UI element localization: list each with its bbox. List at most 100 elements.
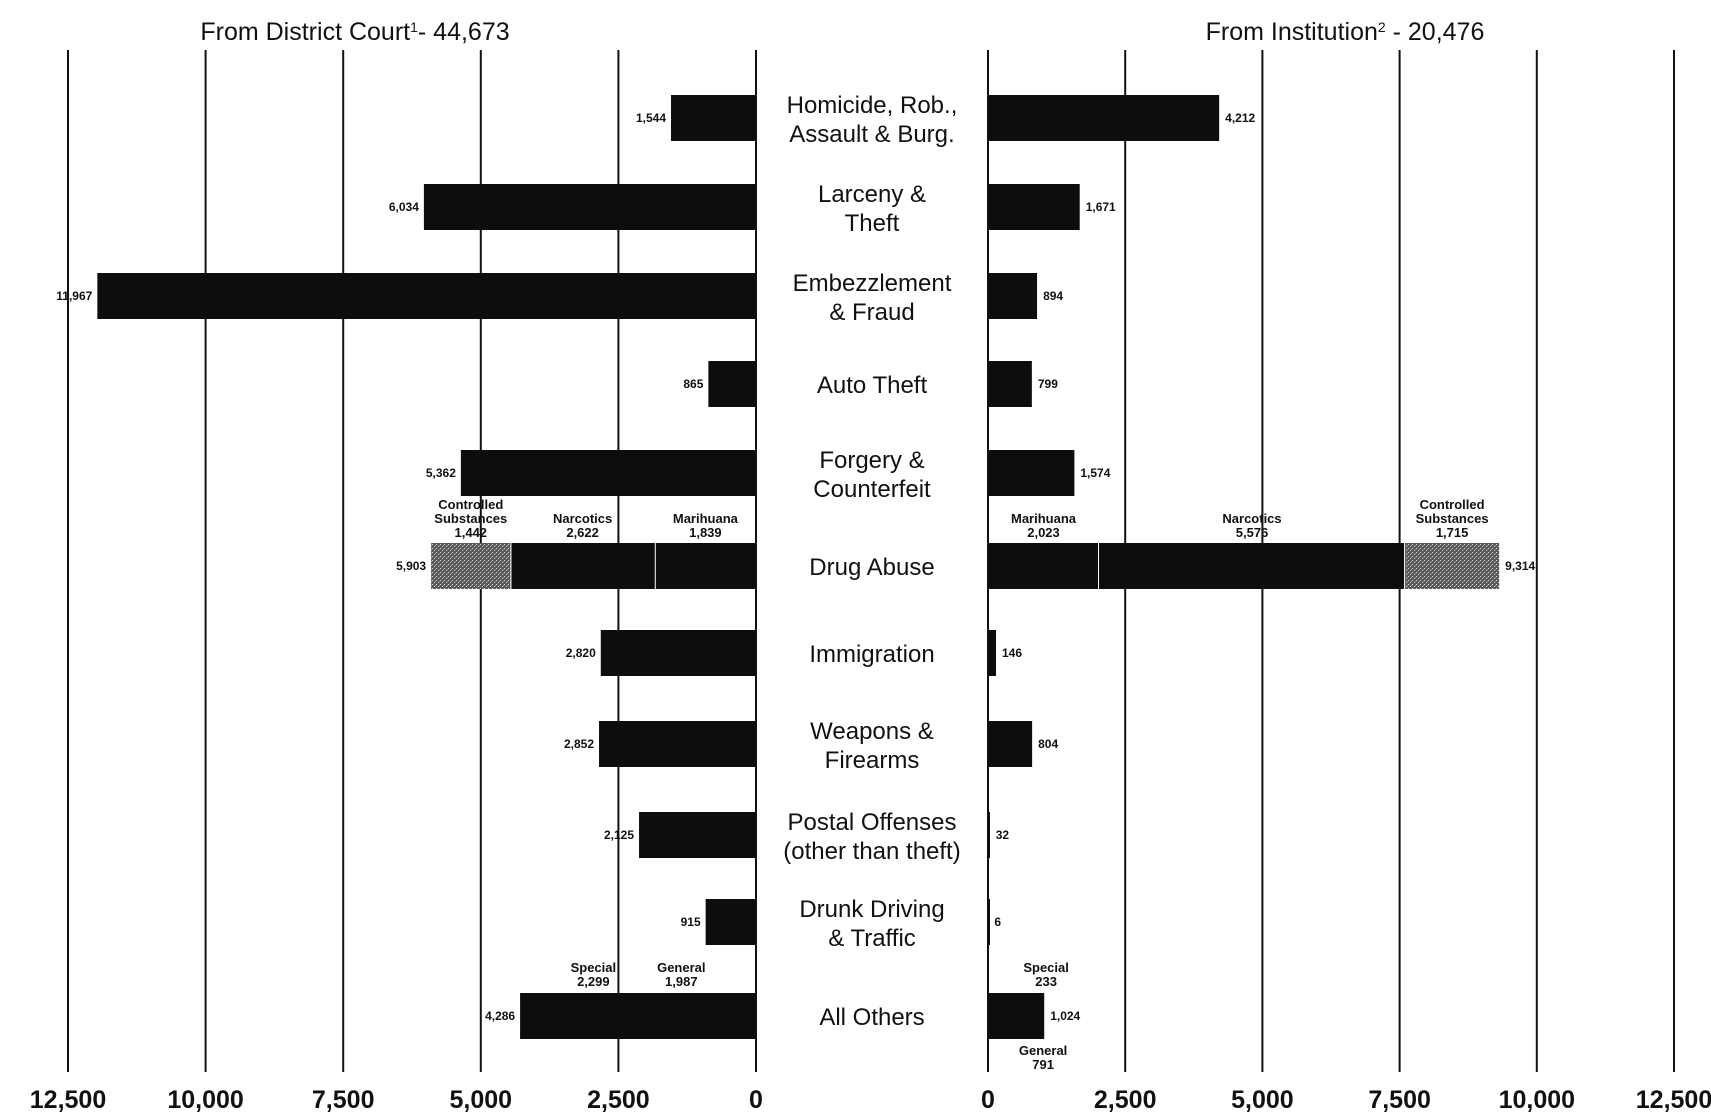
left-tick-label: 0	[749, 1086, 763, 1114]
bar-value-label: 5,903	[396, 559, 426, 573]
category-label-line: Auto Theft	[817, 372, 928, 399]
segment-name-label: Controlled	[1420, 497, 1485, 512]
category-label-line: Counterfeit	[813, 476, 931, 503]
bar-value-label: 4,212	[1225, 111, 1255, 125]
right-title-sup: 2	[1378, 19, 1386, 35]
bar-value-label: 1,574	[1080, 466, 1110, 480]
category-label-line: (other than theft)	[783, 838, 960, 865]
bar	[705, 899, 756, 945]
right-tick-label: 2,500	[1094, 1086, 1157, 1114]
category-label: Homicide, Rob., Assault & Burg.	[787, 92, 958, 148]
category-label: Immigration	[809, 641, 934, 668]
category-label-line: Weapons &	[810, 718, 934, 745]
bar-value-label: 804	[1038, 737, 1058, 751]
right-tick-label: 5,000	[1231, 1086, 1294, 1114]
left-tick-label: 7,500	[312, 1086, 375, 1114]
segment-name-label: Controlled	[438, 497, 503, 512]
category-label-line: Homicide, Rob.,	[787, 92, 958, 119]
segment-value-label: 2,622	[566, 525, 599, 540]
right-panel-title: From Institution2 - 20,476	[1206, 18, 1485, 46]
category-label-line: Theft	[845, 210, 900, 237]
bar-value-label: 915	[681, 915, 701, 929]
right-title-tail: - 20,476	[1386, 18, 1485, 46]
bar-segment	[654, 543, 756, 589]
left-panel-title: From District Court1- 44,673	[200, 18, 509, 46]
segment-value-label: 1,442	[455, 525, 488, 540]
category-label-line: Forgery &	[819, 447, 924, 474]
bar	[97, 273, 757, 319]
segment-value-label: 5,576	[1236, 525, 1269, 540]
bar	[988, 361, 1032, 407]
bar-value-label: 894	[1043, 289, 1063, 303]
category-label: Drunk Driving & Traffic	[799, 896, 944, 952]
right-tick-label: 0	[981, 1086, 995, 1114]
bar-value-label: 2,125	[604, 828, 634, 842]
left-title-tail: - 44,673	[418, 18, 510, 46]
bar-value-label: 799	[1038, 377, 1058, 391]
segment-name-label: Marihuana	[673, 511, 739, 526]
category-label: Postal Offenses (other than theft)	[783, 809, 960, 865]
segment-value-label: 233	[1035, 974, 1057, 989]
category-label-line: All Others	[819, 1004, 924, 1031]
bar-value-label: 4,286	[485, 1009, 515, 1023]
bar	[988, 993, 1045, 1039]
bar	[600, 630, 756, 676]
bar-value-label: 865	[683, 377, 703, 391]
bar-segment	[1099, 543, 1406, 589]
bar-value-label: 146	[1002, 646, 1022, 660]
segment-name-label: Substances	[434, 511, 507, 526]
left-title-main: From District Court	[200, 18, 410, 46]
segment-name-label: General	[1019, 1043, 1067, 1058]
left-tick-label: 10,000	[167, 1086, 243, 1114]
segment-name-label: General	[657, 960, 705, 975]
segment-value-label: 1,839	[689, 525, 722, 540]
segment-name-label: Substances	[1416, 511, 1489, 526]
right-tick-label: 10,000	[1499, 1086, 1575, 1114]
segment-value-label: 1,715	[1436, 525, 1469, 540]
segment-value-label: 1,987	[665, 974, 698, 989]
bar-segment	[988, 543, 1100, 589]
category-label-line: & Fraud	[829, 299, 914, 326]
segment-value-label: 2,023	[1027, 525, 1060, 540]
bar	[988, 450, 1075, 496]
right-tick-label: 12,500	[1636, 1086, 1711, 1114]
bar	[988, 95, 1220, 141]
category-label-line: Firearms	[825, 747, 920, 774]
left-title-sup: 1	[410, 19, 418, 35]
bar	[708, 361, 756, 407]
bar-value-label: 32	[996, 828, 1010, 842]
category-label-line: Drug Abuse	[809, 554, 934, 581]
left-tick-label: 2,500	[587, 1086, 650, 1114]
category-label-line: Immigration	[809, 641, 934, 668]
bar	[988, 273, 1038, 319]
bar-segment	[510, 543, 655, 589]
category-label-line: Embezzlement	[793, 270, 952, 297]
segment-name-label: Special	[1023, 960, 1069, 975]
bar	[520, 993, 756, 1039]
category-label: Drug Abuse	[809, 554, 934, 581]
bar-value-label: 1,671	[1086, 200, 1116, 214]
bar	[988, 812, 990, 858]
bar-value-label: 6,034	[389, 200, 419, 214]
right-title-main: From Institution	[1206, 18, 1378, 46]
category-label: Auto Theft	[817, 372, 928, 399]
segment-value-label: 2,299	[577, 974, 610, 989]
category-label-line: Larceny &	[818, 181, 926, 208]
bar	[599, 721, 756, 767]
bar	[988, 630, 997, 676]
bar-value-label: 1,024	[1050, 1009, 1080, 1023]
category-label-line: Postal Offenses	[788, 809, 957, 836]
bar-segment	[431, 543, 511, 589]
segment-name-label: Narcotics	[553, 511, 612, 526]
segment-name-label: Narcotics	[1222, 511, 1281, 526]
category-label: Embezzlement & Fraud	[793, 270, 952, 326]
left-axis-ticks: 0 2,500 5,000 7,500 10,000 12,500	[30, 1086, 763, 1114]
bar-value-label: 2,820	[566, 646, 596, 660]
category-labels: Homicide, Rob., Assault & Burg. Larceny & T…	[783, 92, 960, 1031]
bar-value-label: 5,362	[426, 466, 456, 480]
bar-segment	[1405, 543, 1500, 589]
category-label: All Others	[819, 1004, 924, 1031]
